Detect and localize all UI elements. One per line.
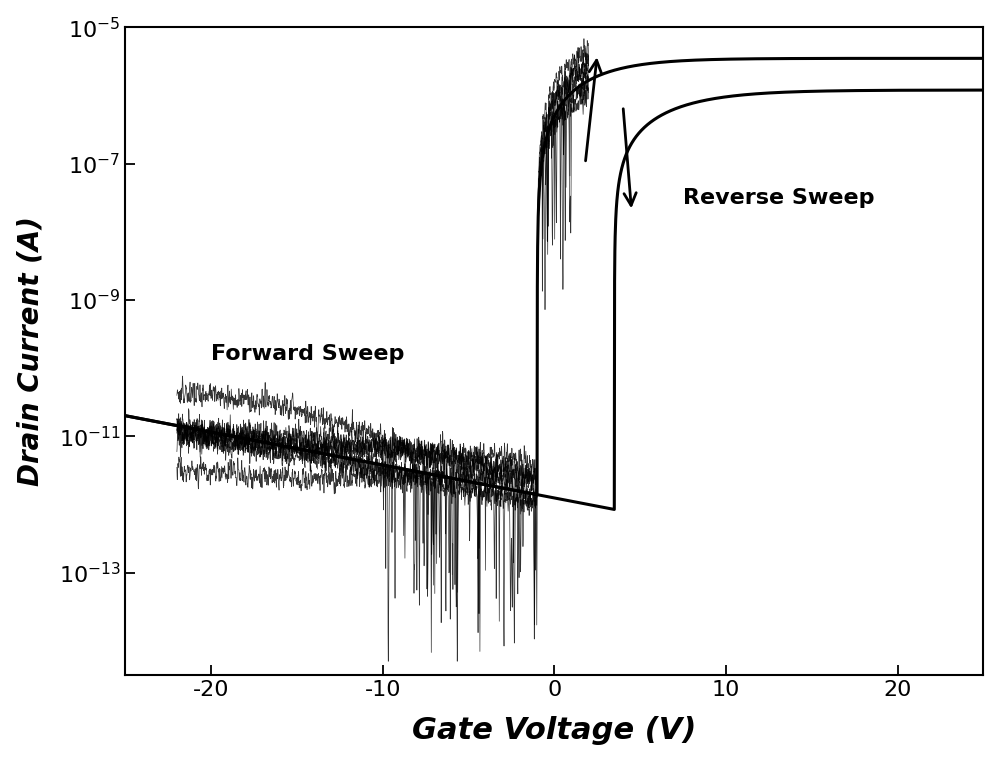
Y-axis label: Drain Current (A): Drain Current (A) xyxy=(17,216,45,486)
Text: Reverse Sweep: Reverse Sweep xyxy=(683,187,875,208)
Text: Forward Sweep: Forward Sweep xyxy=(211,344,405,364)
X-axis label: Gate Voltage (V): Gate Voltage (V) xyxy=(412,716,697,745)
